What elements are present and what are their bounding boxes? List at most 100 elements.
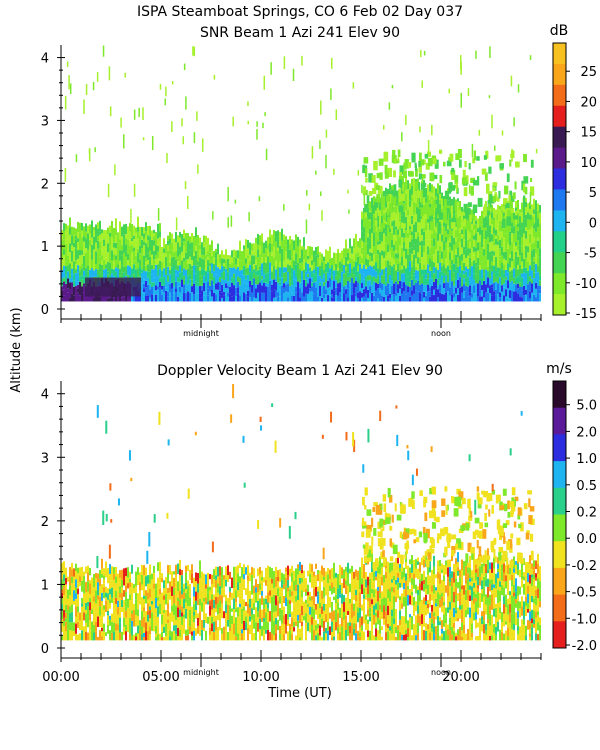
echo-stripe xyxy=(493,282,495,292)
echo-stripe xyxy=(413,630,415,641)
echo-stripe xyxy=(469,295,471,302)
echo-stripe xyxy=(119,570,121,578)
echo-stripe xyxy=(393,623,395,630)
echo-stripe xyxy=(209,279,211,286)
echo-stripe xyxy=(455,218,457,227)
echo-stripe xyxy=(205,259,207,264)
echo-stripe xyxy=(409,634,411,641)
echo-stripe xyxy=(179,297,181,302)
echo-stripe xyxy=(449,596,451,602)
echo-stripe xyxy=(369,612,371,617)
echo-stripe xyxy=(289,585,291,590)
echo-stripe xyxy=(529,229,531,234)
echo-stripe xyxy=(171,631,173,641)
echo-stripe xyxy=(175,246,177,252)
echo-stripe xyxy=(129,231,131,240)
echo-stripe xyxy=(113,297,115,302)
echo-stripe xyxy=(243,564,245,575)
echo-stripe xyxy=(289,235,291,245)
echo-stripe xyxy=(333,586,335,594)
echo-stripe xyxy=(405,596,407,607)
echo-stripe xyxy=(71,591,73,600)
echo-stripe xyxy=(505,251,507,261)
echo-stripe xyxy=(175,613,177,620)
echo-stripe xyxy=(355,615,357,624)
echo-cell xyxy=(420,183,425,191)
echo-stripe xyxy=(305,286,307,291)
echo-stripe xyxy=(437,278,439,286)
echo-stripe xyxy=(439,233,441,241)
echo-stripe xyxy=(77,250,79,259)
echo-stripe xyxy=(313,257,315,263)
echo-stripe xyxy=(63,620,65,627)
echo-stripe xyxy=(251,243,253,251)
echo-stripe xyxy=(369,201,371,211)
echo-stripe xyxy=(181,585,183,595)
echo-stripe xyxy=(101,621,103,628)
echo-stripe xyxy=(285,281,287,285)
echo-stripe xyxy=(489,278,491,286)
echo-stripe xyxy=(517,256,519,265)
echo-stripe xyxy=(499,277,501,285)
echo-stripe xyxy=(83,266,85,271)
echo-stripe xyxy=(159,583,161,590)
echo-stripe xyxy=(443,273,445,279)
echo-stripe xyxy=(247,613,249,619)
echo-stripe xyxy=(301,292,303,302)
echo-stripe xyxy=(455,293,457,302)
echo-stripe xyxy=(415,221,417,233)
echo-stripe xyxy=(303,246,305,253)
echo-stripe xyxy=(429,207,431,212)
echo-stripe xyxy=(131,241,133,246)
echo-stripe xyxy=(103,623,105,632)
echo-stripe xyxy=(485,247,487,256)
echo-stripe xyxy=(483,238,485,250)
echo-stripe xyxy=(199,270,201,277)
echo-stripe xyxy=(247,296,249,302)
echo-stripe xyxy=(111,580,113,588)
echo-stripe xyxy=(437,297,439,302)
doppler-plot-area xyxy=(61,383,541,641)
echo-stripe xyxy=(81,598,83,604)
echo-cell xyxy=(420,218,426,224)
echo-cell xyxy=(418,207,424,216)
echo-stripe xyxy=(335,603,337,610)
echo-stripe xyxy=(451,287,453,295)
echo-stripe xyxy=(421,269,423,276)
echo-stripe xyxy=(457,206,459,215)
echo-stripe xyxy=(535,282,537,289)
echo-stripe xyxy=(451,294,453,302)
echo-stripe xyxy=(319,596,321,603)
echo-stripe xyxy=(419,575,421,580)
echo-stripe xyxy=(519,264,521,275)
echo-stripe xyxy=(83,586,85,594)
echo-stripe xyxy=(443,206,445,212)
echo-stripe xyxy=(237,590,239,598)
echo-stripe xyxy=(157,289,159,295)
echo-stripe xyxy=(195,237,197,247)
echo-speck xyxy=(247,101,249,106)
echo-stripe xyxy=(245,268,247,275)
echo-stripe xyxy=(403,232,405,238)
echo-stripe xyxy=(427,284,429,292)
echo-stripe xyxy=(193,630,195,641)
echo-stripe xyxy=(481,247,483,252)
echo-stripe xyxy=(299,561,301,571)
echo-stripe xyxy=(239,617,241,627)
echo-stripe xyxy=(61,278,63,287)
echo-stripe xyxy=(123,224,125,235)
echo-stripe xyxy=(113,253,115,262)
echo-stripe xyxy=(357,579,359,591)
echo-stripe xyxy=(63,585,65,596)
echo-stripe xyxy=(393,587,395,593)
echo-speck xyxy=(75,154,78,163)
echo-stripe xyxy=(215,575,217,580)
echo-stripe xyxy=(307,293,309,302)
echo-stripe xyxy=(93,297,95,302)
echo-speck xyxy=(511,148,513,162)
echo-stripe xyxy=(315,625,317,631)
echo-stripe xyxy=(431,270,433,279)
echo-stripe xyxy=(453,228,455,238)
echo-stripe xyxy=(491,295,493,302)
echo-cell xyxy=(509,159,512,167)
